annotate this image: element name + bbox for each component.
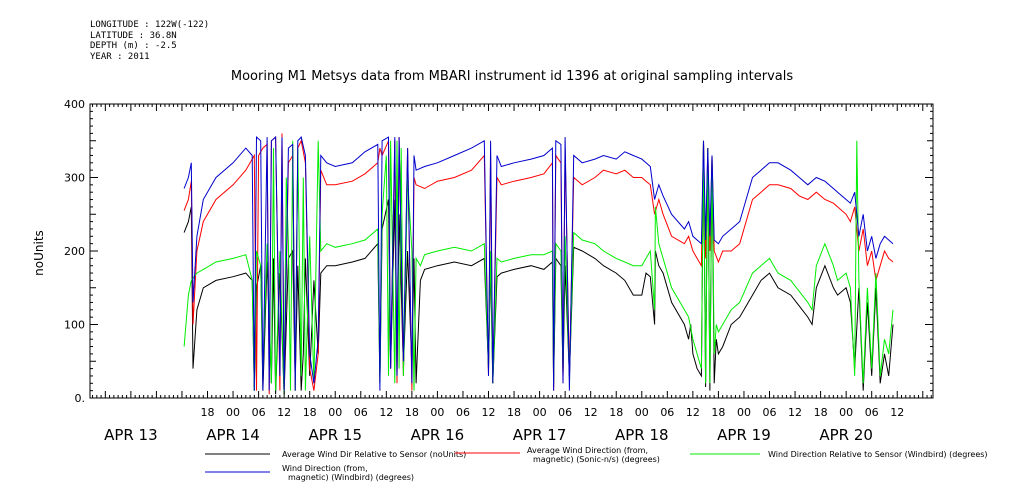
x-date-label: APR 19 <box>717 426 771 444</box>
meta-longitude: LONGITUDE : 122W(-122) <box>90 20 210 30</box>
x-tick-label: 06 <box>865 406 879 419</box>
series-line-4 <box>183 136 894 391</box>
x-tick-label: 00 <box>533 406 547 419</box>
y-tick-label: 400 <box>64 98 85 111</box>
x-date-label: APR 16 <box>411 426 465 444</box>
x-tick-label: 18 <box>405 406 419 419</box>
x-tick-label: 06 <box>763 406 777 419</box>
legend-label: Wind Direction (from, <box>282 464 368 473</box>
metadata-block: LONGITUDE : 122W(-122) LATITUDE : 36.8N … <box>90 20 209 62</box>
series-line-3 <box>183 140 894 395</box>
x-tick-label: 12 <box>584 406 598 419</box>
x-date-label: APR 13 <box>104 426 158 444</box>
x-tick-label: 00 <box>635 406 649 419</box>
x-date-label: APR 15 <box>308 426 362 444</box>
x-date-label: APR 17 <box>513 426 567 444</box>
x-tick-label: 06 <box>558 406 572 419</box>
x-tick-label: 18 <box>814 406 828 419</box>
legend-label: Wind Direction Relative to Sensor (Windb… <box>768 450 988 459</box>
y-tick-label: 0. <box>75 392 86 405</box>
y-tick-label: 300 <box>64 172 85 185</box>
x-tick-label: 12 <box>379 406 393 419</box>
x-tick-label: 00 <box>226 406 240 419</box>
plot-area <box>183 133 894 395</box>
x-date-label: APR 14 <box>206 426 260 444</box>
legend-label: magnetic) (Windbird) (degrees) <box>288 473 414 482</box>
x-tick-label: 12 <box>482 406 496 419</box>
legend-label: Average Wind Direction (from, <box>527 446 648 455</box>
plot-frame <box>89 103 934 399</box>
x-tick-label: 18 <box>201 406 215 419</box>
x-tick-label: 12 <box>686 406 700 419</box>
x-date-label: APR 18 <box>615 426 669 444</box>
y-tick-label: 200 <box>64 245 85 258</box>
x-tick-label: 00 <box>737 406 751 419</box>
x-tick-label: 00 <box>430 406 444 419</box>
legend: Average Wind Dir Relative to Sensor (noU… <box>205 446 988 482</box>
x-tick-label: 18 <box>711 406 725 419</box>
x-tick-label: 12 <box>890 406 904 419</box>
x-tick-label: 06 <box>252 406 266 419</box>
x-tick-label: 06 <box>354 406 368 419</box>
chart-title: Mooring M1 Metsys data from MBARI instru… <box>231 69 793 84</box>
x-tick-label: 06 <box>660 406 674 419</box>
x-tick-label: 06 <box>456 406 470 419</box>
x-tick-label: 00 <box>328 406 342 419</box>
axes: 18 00 06 12 18 00 06 12 18 00 06 12 18 00 06 12 18 00 06 12… <box>64 98 934 444</box>
x-tick-label: 12 <box>277 406 291 419</box>
x-tick-label: 12 <box>788 406 802 419</box>
legend-label: magnetic) (Sonic-n/s) (degrees) <box>533 455 660 464</box>
x-tick-label: 00 <box>839 406 853 419</box>
x-tick-label: 18 <box>609 406 623 419</box>
meta-latitude: LATITUDE : 36.8N <box>90 30 177 41</box>
y-tick-label: 100 <box>64 319 85 332</box>
meta-depth: DEPTH (m) : -2.5 <box>90 41 177 51</box>
y-axis-label: noUnits <box>32 230 46 276</box>
x-date-label: APR 20 <box>819 426 873 444</box>
meta-year: YEAR : 2011 <box>90 51 150 62</box>
x-tick-label: 18 <box>507 406 521 419</box>
legend-label: Average Wind Dir Relative to Sensor (noU… <box>282 450 466 459</box>
x-tick-label: 18 <box>303 406 317 419</box>
